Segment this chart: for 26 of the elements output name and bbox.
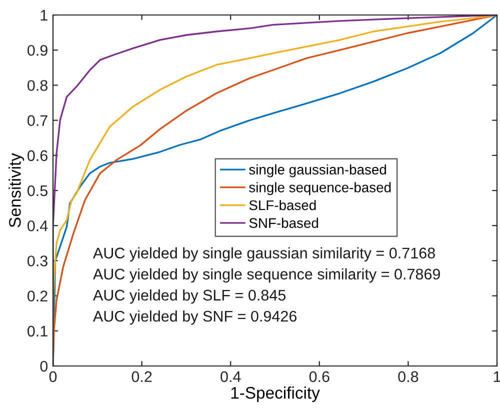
legend-label: single sequence-based xyxy=(249,182,391,196)
annotation: AUC yielded by SNF = 0.9426 xyxy=(92,310,297,325)
y-tick-label: 0.1 xyxy=(28,326,48,337)
annotation: AUC yielded by single gaussian similarity = 0.7168 xyxy=(92,247,435,262)
legend-label: single gaussian-based xyxy=(249,164,386,178)
y-tick-label: 0.6 xyxy=(28,150,48,162)
x-tick-label: 0 xyxy=(49,371,57,382)
y-tick-label: 0.3 xyxy=(28,256,48,266)
y-tick-label: 0 xyxy=(40,360,48,372)
annotation: AUC yielded by single sequence similarity = 0.7869 xyxy=(92,268,440,283)
y-tick-label: 0.4 xyxy=(28,220,48,232)
y-tick-label: 0.9 xyxy=(28,44,48,56)
x-axis-title: 1-Specificity xyxy=(231,386,320,402)
legend-label: SNF-based xyxy=(249,218,318,228)
y-tick-label: 0.2 xyxy=(28,290,48,302)
y-tick-label: 0.7 xyxy=(28,115,48,126)
annotation: AUC yielded by SLF = 0.845 xyxy=(92,289,286,304)
x-tick-label: 0.2 xyxy=(132,371,152,382)
y-tick-label: 0.8 xyxy=(28,80,48,91)
x-tick-label: 0.4 xyxy=(220,371,241,382)
y-tick-label: 1 xyxy=(40,10,48,21)
y-tick-label: 0.5 xyxy=(28,185,48,196)
y-axis-title: Sensitivity xyxy=(8,153,24,228)
x-tick-label: 0.6 xyxy=(309,371,330,382)
x-tick-label: 0.8 xyxy=(398,371,418,382)
legend-label: SLF-based xyxy=(249,200,316,210)
